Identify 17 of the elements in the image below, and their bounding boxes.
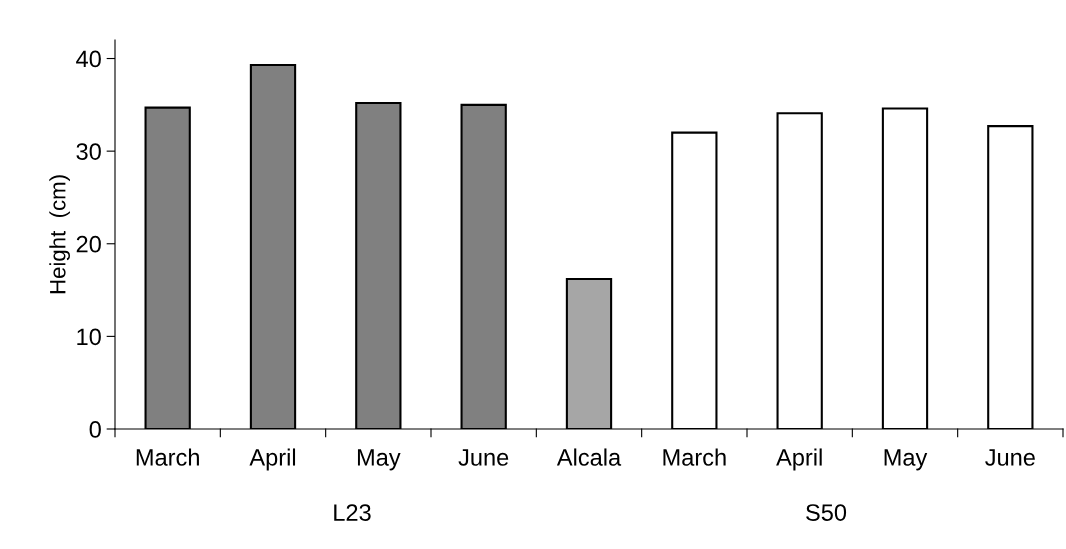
x-tick-label: Alcala [556,448,622,466]
y-axis-title: Height (cm) [49,175,70,294]
x-tick-label: April [249,448,296,471]
text: S50 [806,504,847,521]
x-tick-label: May [884,449,928,471]
x-tick-label: May [357,449,401,471]
y-tick-label: 10 [77,328,101,346]
x-tick-label: June [458,449,509,466]
text: L23 [334,504,371,521]
y-tick-label: 30 [76,143,101,160]
x-tick-label: March [663,448,726,466]
y-tick-label: 20 [76,235,101,253]
x-tick-label: April [776,448,822,471]
y-tick-label: 0 [89,421,101,438]
x-tick-label: June [985,449,1035,466]
y-tick-label: 40 [76,50,101,68]
x-tick-label: March [136,448,199,466]
